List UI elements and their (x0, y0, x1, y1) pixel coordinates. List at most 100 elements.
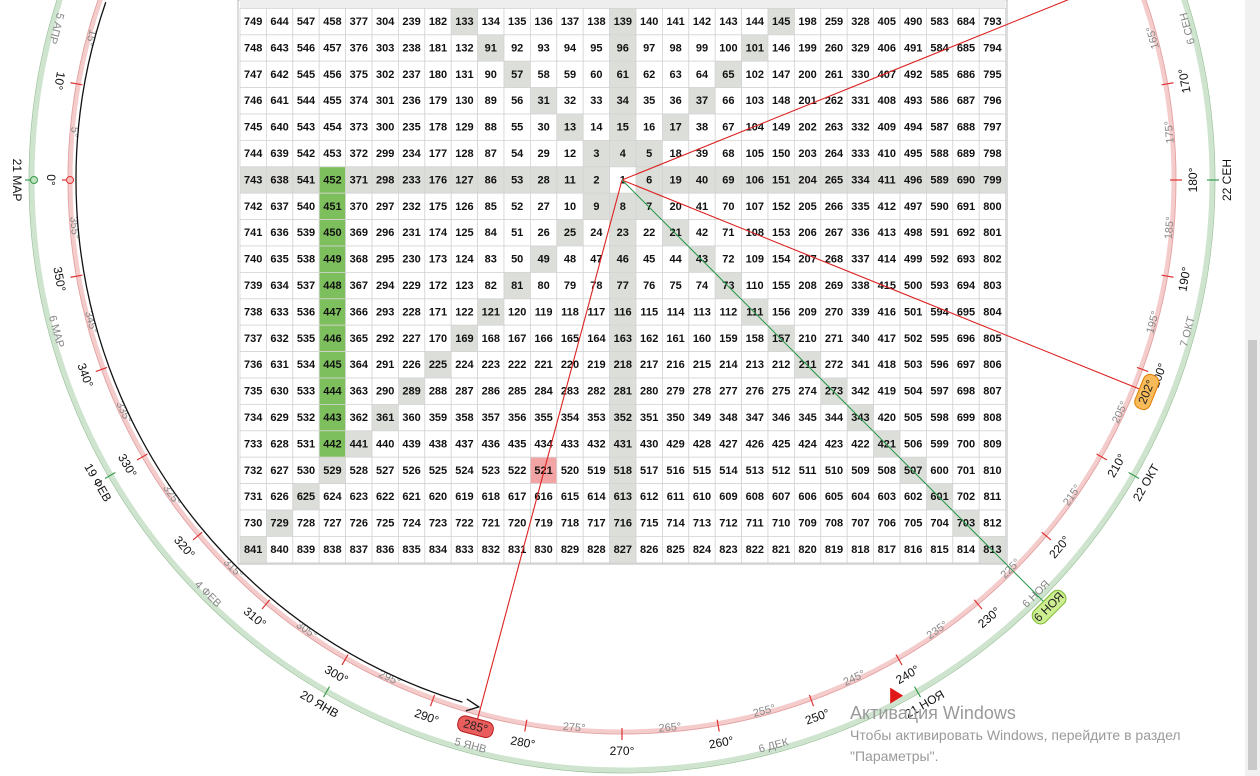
cell (424, 7, 452, 36)
cell (371, 324, 399, 353)
cell (794, 34, 822, 62)
cell-value: 720 (508, 518, 526, 530)
cell (530, 377, 558, 405)
cell (688, 298, 716, 326)
cell (714, 377, 743, 405)
cell (794, 60, 822, 89)
cell (450, 139, 479, 168)
cell-value: 499 (904, 254, 922, 266)
cell (714, 87, 743, 115)
cell-value: 491 (904, 42, 922, 54)
cell (635, 403, 663, 432)
progress-arc (75, 2, 463, 703)
cell-value: 152 (772, 201, 790, 213)
cell-value: 620 (429, 491, 447, 503)
cell-value: 817 (878, 544, 896, 556)
cell (371, 377, 399, 405)
cell (582, 34, 611, 62)
cell (292, 87, 320, 115)
cell-value: 436 (482, 438, 500, 450)
cell-value: 518 (614, 465, 632, 477)
cell-value: 422 (851, 438, 869, 450)
cell (873, 113, 901, 141)
cell-value: 110 (746, 280, 764, 292)
cell-value: 94 (564, 42, 577, 54)
cell (899, 139, 927, 168)
date-tick (1128, 471, 1140, 480)
cell (794, 430, 822, 458)
cell-value: 369 (350, 227, 368, 239)
cell-value: 508 (878, 465, 896, 477)
cell-value: 95 (590, 42, 602, 54)
cell (609, 139, 637, 168)
cell-value: 793 (983, 16, 1001, 28)
cell-value: 55 (511, 122, 523, 134)
cell-value: 20 (669, 201, 681, 213)
cell (978, 430, 1007, 458)
cell-value: 408 (878, 95, 896, 107)
cell-value: 59 (564, 69, 576, 81)
cell (635, 483, 663, 511)
cell-value: 735 (244, 386, 262, 398)
degree-label: 240° (893, 662, 922, 687)
cell-value: 93 (537, 42, 549, 54)
cell-value: 86 (485, 174, 497, 186)
cell (292, 324, 320, 353)
cell-value: 235 (402, 122, 420, 134)
cell (952, 483, 980, 511)
cell-value: 631 (270, 359, 288, 371)
cell (582, 298, 611, 326)
cell-value: 716 (614, 518, 632, 530)
cell (530, 113, 558, 141)
cell-value: 346 (772, 412, 790, 424)
cell-value: 76 (643, 280, 655, 292)
cell (688, 245, 716, 273)
cell-value: 532 (297, 412, 315, 424)
cell-value: 504 (904, 386, 923, 398)
cell-value: 5 (646, 148, 652, 160)
cell-value: 427 (719, 438, 737, 450)
cell-value: 265 (825, 174, 843, 186)
cell-value: 839 (297, 544, 315, 556)
cell-value: 834 (429, 544, 448, 556)
degree-tick (1041, 531, 1052, 541)
cell-value: 611 (667, 491, 685, 503)
date-tick (104, 471, 116, 480)
cell-value: 341 (851, 359, 869, 371)
cell (635, 377, 663, 405)
cell-value: 130 (455, 95, 473, 107)
cell-value: 232 (402, 201, 420, 213)
cell-value: 236 (402, 95, 420, 107)
cell (345, 271, 373, 300)
cell-value: 117 (588, 306, 606, 318)
cell (477, 271, 505, 300)
cell-value: 300 (376, 122, 394, 134)
cell-value: 634 (270, 280, 289, 292)
cell-value: 503 (904, 359, 922, 371)
cell (635, 536, 663, 564)
cell-value: 492 (904, 69, 922, 81)
cell-value: 747 (244, 69, 262, 81)
cell-value: 429 (666, 438, 684, 450)
cell-value: 540 (297, 201, 315, 213)
cell-value: 295 (376, 254, 394, 266)
cell-value: 841 (244, 544, 262, 556)
degree-marker: 285° (457, 715, 494, 739)
cell (477, 430, 505, 458)
cell (767, 139, 795, 168)
cell-value: 97 (643, 42, 655, 54)
cell (926, 509, 954, 537)
cell-value: 522 (508, 465, 526, 477)
pointer-line (476, 179, 623, 722)
cell (292, 219, 320, 247)
cell-value: 56 (511, 95, 523, 107)
cell-value: 414 (878, 254, 897, 266)
cell-value: 420 (878, 412, 896, 424)
cell-value: 262 (825, 95, 843, 107)
cell-value: 153 (772, 227, 790, 239)
cell (820, 166, 848, 194)
cell-value: 715 (640, 518, 658, 530)
cell (978, 536, 1007, 564)
cell-value: 144 (746, 16, 765, 28)
